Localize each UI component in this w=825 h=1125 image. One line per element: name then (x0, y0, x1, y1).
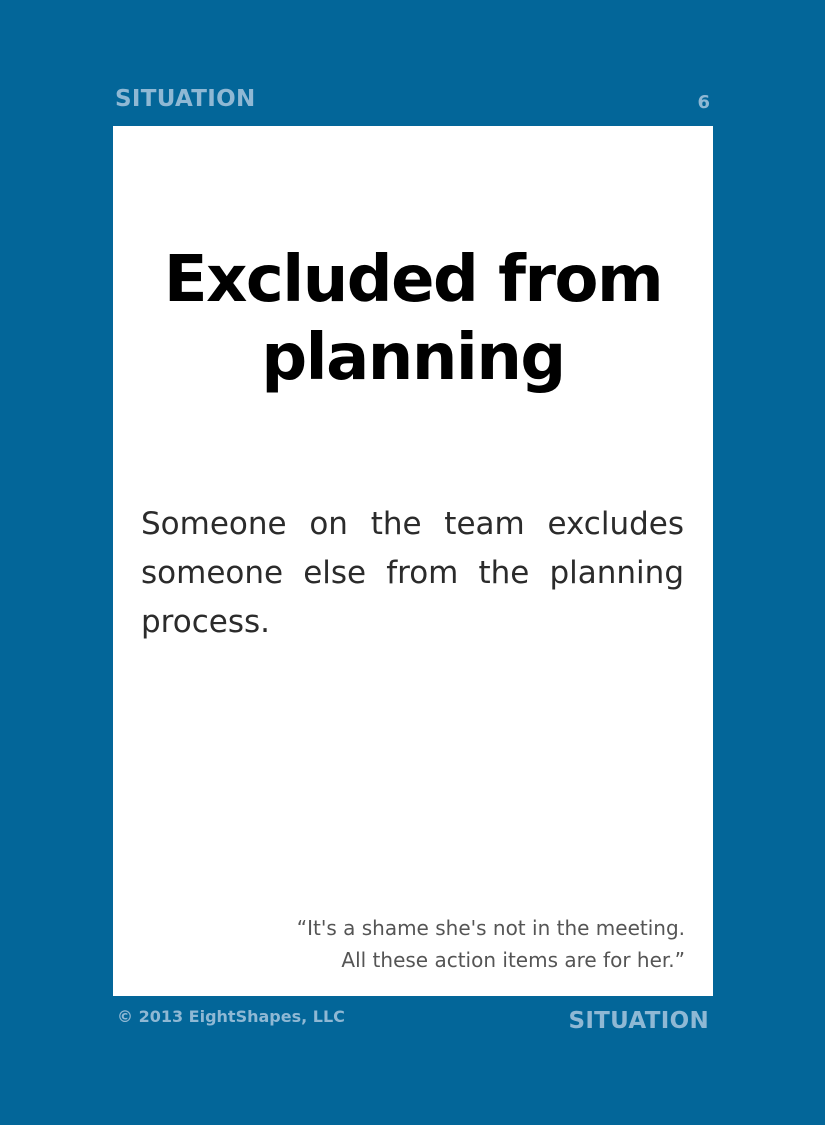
card-panel: Excluded from planning Someone on the te… (113, 126, 713, 996)
card-number: 6 (697, 92, 710, 113)
card-quote-line: All these action items are for her.” (341, 948, 685, 972)
card-title: Excluded from planning (163, 243, 664, 395)
copyright-notice: © 2013 EightShapes, LLC (117, 1007, 345, 1026)
card-quote: “It's a shame she's not in the meeting. … (225, 912, 685, 976)
card-quote-line: “It's a shame she's not in the meeting. (296, 916, 685, 940)
category-label-top: SITUATION (115, 86, 256, 112)
card-description: Someone on the team excludes someone els… (141, 506, 684, 640)
category-label-bottom: SITUATION (568, 1008, 709, 1034)
